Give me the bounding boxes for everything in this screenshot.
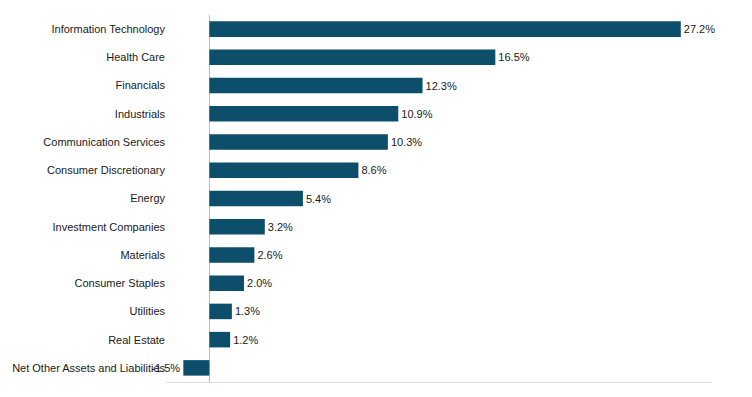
svg-text:Real Estate: Real Estate: [108, 334, 165, 346]
svg-text:3.2%: 3.2%: [268, 221, 293, 233]
svg-text:Financials: Financials: [115, 79, 165, 91]
svg-text:8.6%: 8.6%: [361, 164, 386, 176]
svg-text:16.5%: 16.5%: [498, 51, 529, 63]
svg-text:2.0%: 2.0%: [247, 277, 272, 289]
svg-text:2.6%: 2.6%: [257, 249, 282, 261]
svg-text:Utilities: Utilities: [130, 305, 166, 317]
svg-text:Consumer Discretionary: Consumer Discretionary: [47, 164, 165, 176]
svg-text:Industrials: Industrials: [115, 108, 166, 120]
svg-text:Energy: Energy: [130, 192, 165, 204]
svg-text:10.3%: 10.3%: [391, 136, 422, 148]
svg-text:Consumer Staples: Consumer Staples: [75, 277, 166, 289]
svg-text:12.3%: 12.3%: [426, 80, 457, 92]
svg-text:1.2%: 1.2%: [233, 334, 258, 346]
svg-text:Communication Services: Communication Services: [43, 136, 165, 148]
svg-text:Investment Companies: Investment Companies: [53, 221, 166, 233]
svg-text:Net Other Assets and Liabiliti: Net Other Assets and Liabilities: [12, 362, 165, 374]
svg-text:Materials: Materials: [120, 249, 165, 261]
svg-text:Health Care: Health Care: [106, 51, 165, 63]
svg-text:10.9%: 10.9%: [401, 108, 432, 120]
svg-text:Information Technology: Information Technology: [51, 23, 165, 35]
svg-text:-1.5%: -1.5%: [151, 362, 180, 374]
svg-text:27.2%: 27.2%: [684, 23, 715, 35]
svg-text:5.4%: 5.4%: [306, 193, 331, 205]
svg-text:1.3%: 1.3%: [235, 305, 260, 317]
